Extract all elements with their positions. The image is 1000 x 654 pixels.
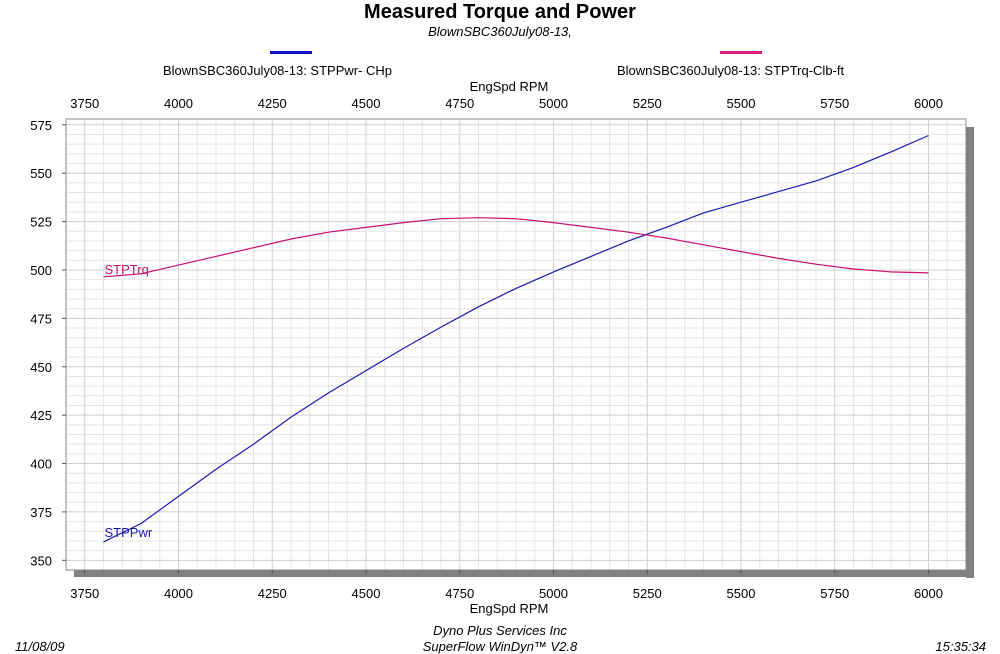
footer-company: Dyno Plus Services Inc	[433, 623, 567, 638]
series-line-torque	[103, 217, 929, 278]
x-tick-label-top: 4000	[164, 96, 193, 111]
series-label-torque: STPTrq	[105, 262, 149, 277]
x-tick-label-top: 4250	[258, 96, 287, 111]
x-tick-label-bottom: 4500	[352, 586, 381, 600]
plot-shadow-right	[966, 127, 974, 578]
plot-shadow-bottom	[74, 570, 974, 577]
series-label-power: STPPwr	[105, 525, 153, 540]
chart-title: Measured Torque and Power	[364, 1, 636, 23]
y-tick-label: 350	[30, 553, 52, 568]
x-tick-label-bottom: 5750	[820, 586, 849, 600]
x-tick-label-bottom: 5250	[633, 586, 662, 600]
x-tick-label-top: 5250	[633, 96, 662, 111]
x-tick-label-bottom: 4750	[445, 586, 474, 600]
y-tick-label: 575	[30, 118, 52, 133]
chart-subtitle: BlownSBC360July08-13,	[428, 24, 572, 39]
plot-frame	[65, 118, 967, 571]
y-tick-label: 500	[30, 263, 52, 278]
x-tick-label-bottom: 4000	[164, 586, 193, 600]
y-tick-label: 400	[30, 457, 52, 472]
x-tick-label-bottom: 3750	[70, 586, 99, 600]
legend-label-power: BlownSBC360July08-13: STPPwr- CHp	[163, 63, 393, 78]
dyno-chart: 350 375 400 425 450 475 500 525 550 575 3750 3750 40…	[30, 96, 974, 600]
x-tick-label-bottom: 6000	[914, 586, 943, 600]
x-tick-label-top: 5000	[539, 96, 568, 111]
x-tick-label-top: 3750	[70, 96, 99, 111]
footer-time: 15:35:34	[935, 639, 986, 654]
x-tick-label-top: 4750	[445, 96, 474, 111]
y-tick-label: 525	[30, 215, 52, 230]
x-axis-title-top: EngSpd RPM	[469, 79, 549, 94]
x-tick-label-bottom: 5500	[727, 586, 756, 600]
x-tick-label-top: 6000	[914, 96, 943, 111]
y-tick-label: 425	[30, 408, 52, 423]
legend-swatch-torque	[720, 51, 762, 54]
legend-swatch-power	[270, 51, 312, 54]
y-tick-label: 550	[30, 166, 52, 181]
x-tick-label-bottom: 5000	[539, 586, 568, 600]
series-line-power	[103, 134, 929, 543]
y-tick-label: 475	[30, 311, 52, 326]
y-tick-label: 450	[30, 360, 52, 375]
x-tick-label-top: 4500	[352, 96, 381, 111]
y-tick-label: 375	[30, 505, 52, 520]
footer-software: SuperFlow WinDyn™ V2.8	[422, 639, 578, 654]
x-axis-title-bottom: EngSpd RPM	[469, 601, 549, 616]
footer-date: 11/08/09	[15, 639, 65, 654]
x-tick-label-bottom: 4250	[258, 586, 287, 600]
x-tick-label-top: 5500	[727, 96, 756, 111]
legend-label-torque: BlownSBC360July08-13: STPTrq-Clb-ft	[617, 63, 845, 78]
x-tick-label-top: 5750	[820, 96, 849, 111]
